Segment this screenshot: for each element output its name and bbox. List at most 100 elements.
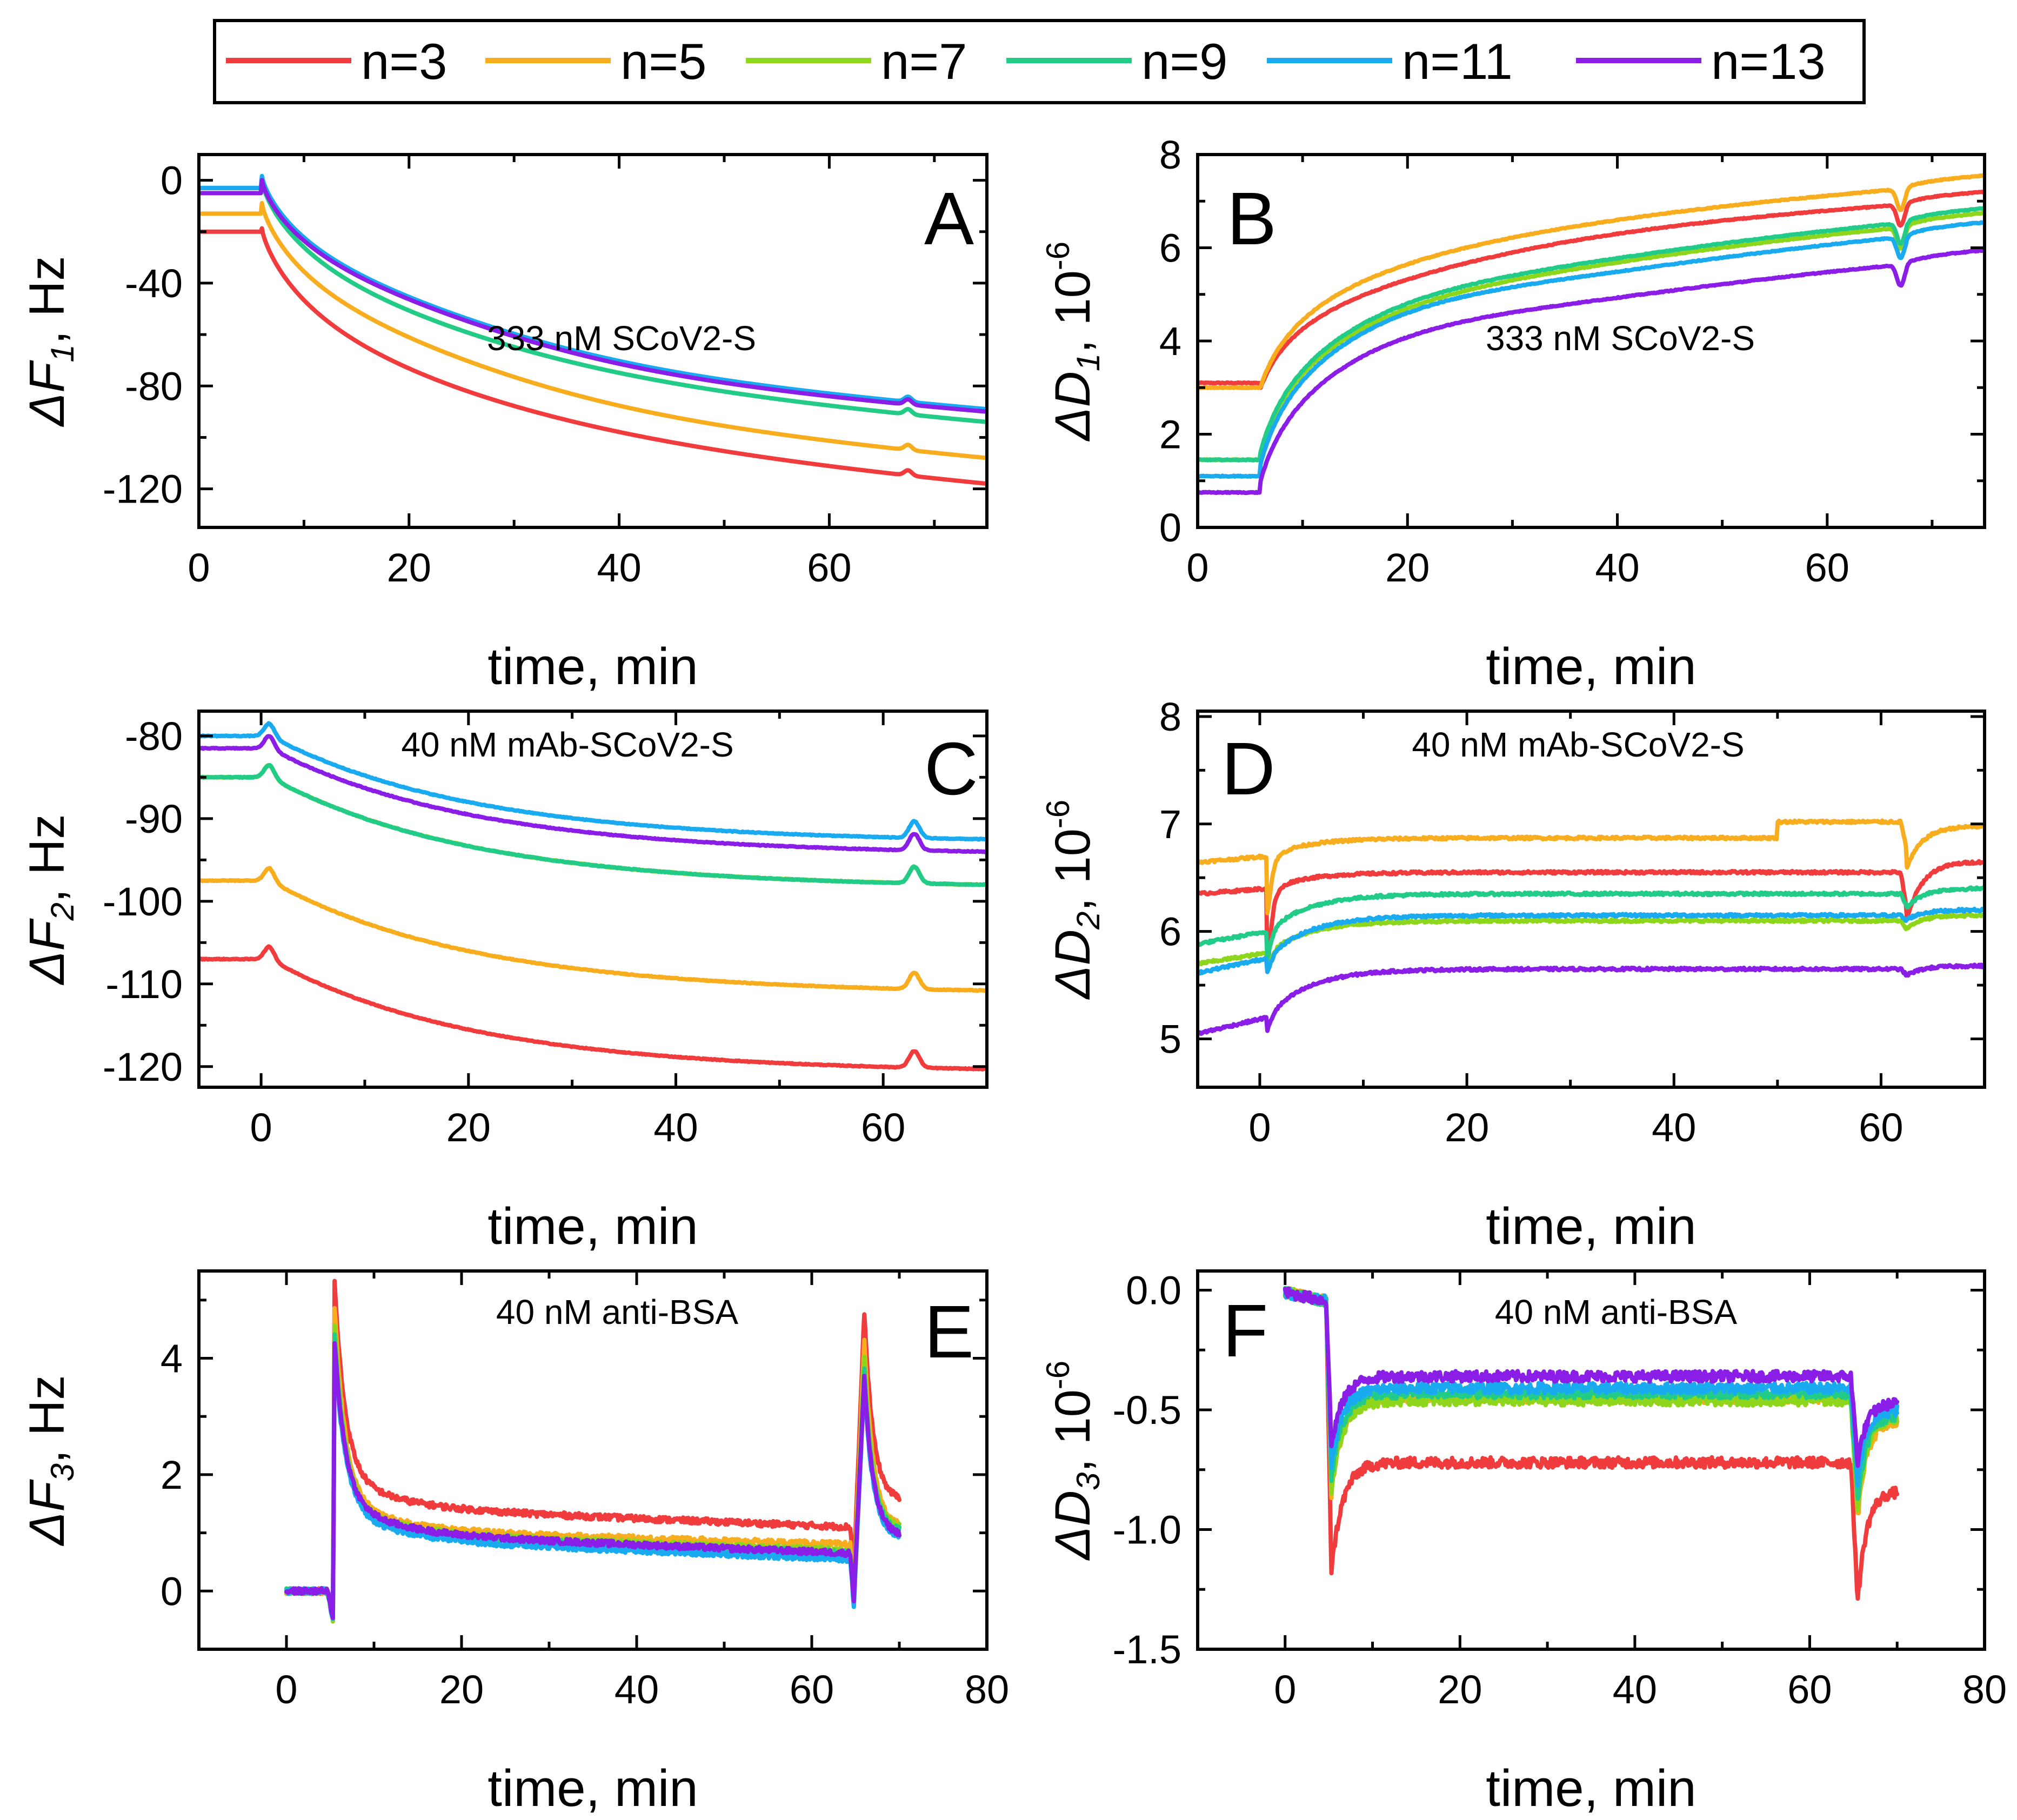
series-line-n=13: [1198, 962, 1985, 1036]
series-group: [1198, 818, 1985, 1036]
x-axis-label: time, min: [1486, 1759, 1696, 1817]
x-tick-label: 20: [439, 1667, 484, 1712]
series-line-n=7: [1198, 210, 1985, 463]
x-axis-label: time, min: [487, 1759, 698, 1817]
y-label-rest: , 10: [1045, 270, 1100, 353]
series-group: [284, 1279, 901, 1624]
plot-frame: [1196, 1269, 1986, 1651]
panel-annotation: 333 nM SCoV2-S: [487, 319, 756, 358]
y-axis-label: ΔD3, 10-6: [1040, 1361, 1106, 1561]
series-line-n=5: [199, 201, 987, 460]
y-label-base: ΔF: [19, 360, 75, 427]
x-tick-label: 0: [275, 1667, 297, 1712]
series-line-n=3: [199, 944, 987, 1072]
series-line-n=11: [1283, 1286, 1900, 1488]
legend-label: n=7: [881, 33, 967, 90]
x-tick-label: 40: [1652, 1105, 1696, 1150]
y-label-base: ΔD: [1045, 929, 1100, 1000]
panel-letter: D: [1221, 727, 1275, 811]
x-tick-label: 40: [597, 545, 641, 590]
series-line-n=5: [284, 1306, 901, 1623]
x-axis-label: time, min: [487, 638, 698, 695]
panel-E: 0 20 40 60 80 0 2 4 time, min ΔF3, Hz E 40 nM anti-…: [19, 1269, 1009, 1817]
series-line-n=9: [1198, 206, 1985, 463]
legend-label: n=5: [620, 33, 706, 90]
series-line-n=3: [199, 226, 987, 486]
y-tick-label: 2: [1159, 412, 1181, 457]
panel-letter: E: [924, 1290, 974, 1374]
x-tick-label: 0: [1186, 545, 1208, 590]
y-tick-label: -120: [103, 1045, 183, 1089]
x-axis-label: time, min: [1486, 638, 1696, 695]
series-line-n=13: [1283, 1286, 1900, 1468]
series-line-n=11: [199, 173, 987, 412]
y-label-sup: -6: [1040, 800, 1076, 828]
y-tick-label: -1.0: [1112, 1507, 1181, 1552]
x-tick-label: 20: [446, 1105, 491, 1150]
y-label-sup: -6: [1040, 242, 1076, 270]
x-tick-label: 0: [1248, 1105, 1271, 1150]
x-tick-label: 20: [1445, 1105, 1489, 1150]
legend-label: n=11: [1402, 33, 1513, 90]
x-tick-label: 60: [790, 1667, 834, 1712]
y-label-sup: -6: [1040, 1361, 1076, 1389]
x-tick-label: 40: [653, 1105, 698, 1150]
plot-frame: [197, 153, 989, 529]
y-label-sub: 1: [1070, 353, 1106, 371]
x-axis-label: time, min: [1486, 1197, 1696, 1255]
panel-annotation: 40 nM anti-BSA: [496, 1293, 739, 1331]
x-tick-label: 80: [965, 1667, 1009, 1712]
y-tick-label: -90: [125, 797, 183, 841]
y-label-rest: , Hz: [19, 256, 75, 345]
panel-letter: C: [924, 727, 978, 811]
y-tick-label: 0: [161, 158, 183, 203]
panel-annotation: 40 nM mAb-SCoV2-S: [1412, 725, 1744, 764]
series-line-n=9: [284, 1332, 901, 1621]
series-line-n=7: [1198, 912, 1985, 973]
y-tick-label: 5: [1159, 1017, 1181, 1062]
y-tick-label: -120: [103, 467, 183, 512]
x-tick-label: 20: [1385, 545, 1430, 590]
series-line-n=13: [1198, 247, 1985, 496]
x-tick-label: 0: [250, 1105, 272, 1150]
y-tick-label: 8: [1159, 694, 1181, 739]
x-tick-label: 20: [387, 545, 431, 590]
y-label-base: ΔD: [1045, 1490, 1100, 1561]
x-axis-label: time, min: [487, 1197, 698, 1255]
y-tick-label: 4: [1159, 319, 1181, 364]
series-line-n=5: [1198, 173, 1985, 391]
plot-frame: [1196, 710, 1986, 1089]
x-tick-label: 60: [1805, 545, 1849, 590]
series-group: [199, 721, 987, 1072]
series-line-n=7: [199, 179, 987, 424]
panel-D: 0 20 40 60 5 6 7 8 time, min ΔD2, 10-6 D 40 nM mAb-…: [1040, 694, 1986, 1255]
legend-label: n=9: [1141, 33, 1227, 90]
panel-letter: A: [924, 177, 974, 260]
legend-item-n=9: n=9: [1006, 33, 1227, 90]
y-axis-label: ΔF3, Hz: [19, 1375, 81, 1547]
series-line-n=3: [284, 1279, 901, 1622]
series-line-n=3: [1198, 189, 1985, 390]
y-tick-label: -80: [125, 364, 183, 409]
panel-A: 0 20 40 60 0 -40 -80 -120 time, min ΔF1, Hz A 333 n…: [19, 153, 989, 695]
x-tick-label: 0: [1274, 1667, 1296, 1712]
y-tick-label: 0.0: [1126, 1268, 1181, 1313]
panel-C: 0 20 40 60 -80 -90 -100 -110 -120 time, min ΔF2, H…: [19, 710, 989, 1255]
series-line-n=11: [284, 1341, 901, 1621]
y-tick-label: -40: [125, 261, 183, 306]
x-tick-label: 20: [1438, 1667, 1482, 1712]
x-tick-label: 0: [188, 545, 210, 590]
x-tick-label: 40: [1613, 1667, 1657, 1712]
panel-letter: F: [1223, 1289, 1268, 1373]
y-tick-label: 4: [161, 1336, 183, 1381]
y-tick-label: -1.5: [1112, 1627, 1181, 1672]
y-label-rest: , Hz: [19, 1375, 75, 1464]
panel-annotation: 333 nM SCoV2-S: [1486, 319, 1755, 358]
panel-F: 0 20 40 60 80 0.0 -0.5 -1.0 -1.5 time, min ΔD3, 10…: [1040, 1268, 2007, 1817]
y-axis-label: ΔF1, Hz: [19, 256, 81, 427]
plot-frame: [197, 1269, 989, 1651]
y-label-base: ΔD: [1045, 371, 1100, 441]
series-line-n=9: [1198, 885, 1985, 961]
x-tick-label: 80: [1962, 1667, 2007, 1712]
